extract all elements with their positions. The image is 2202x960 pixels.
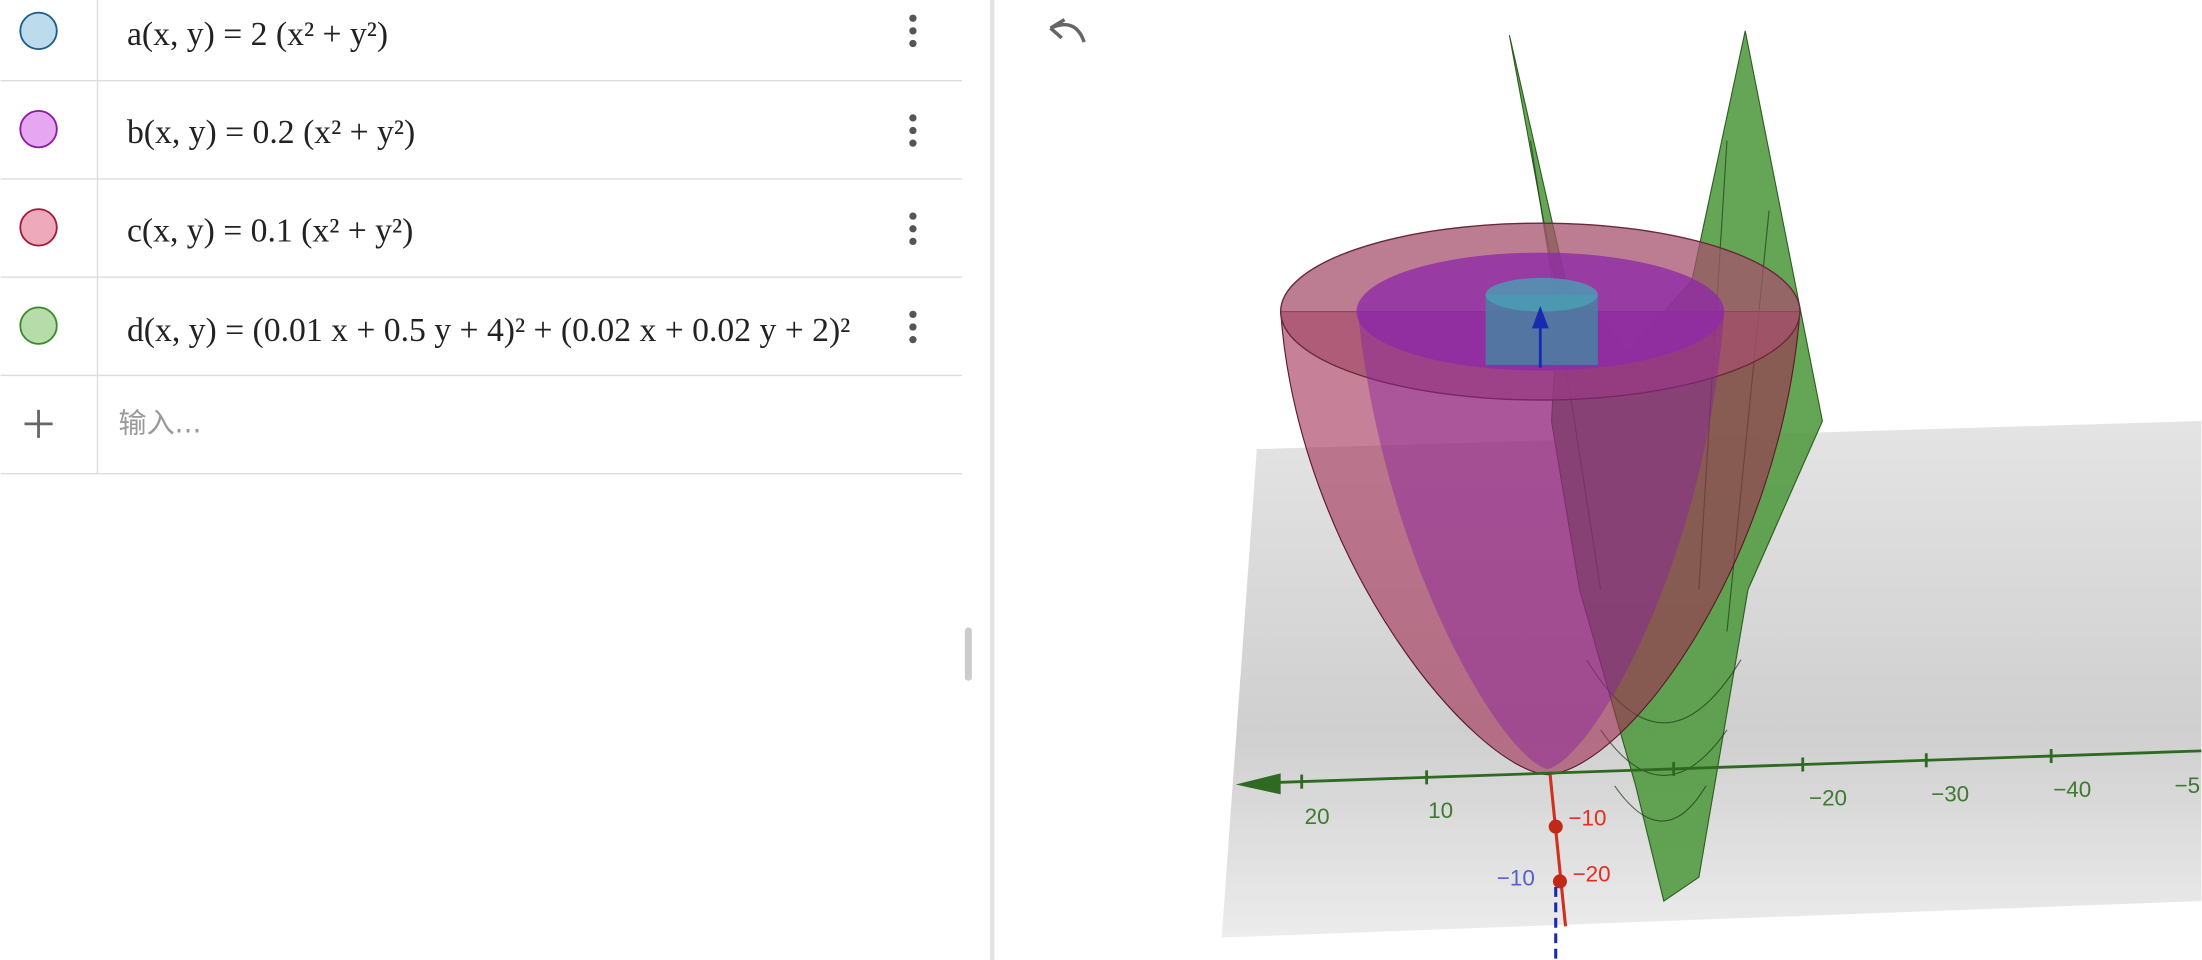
algebra-view: a(x, y) = 2 (x² + y²) b(x, y) = 0.2 (x² …: [0, 0, 995, 960]
x-axis-label: 10: [1428, 798, 1453, 823]
add-button[interactable]: [24, 409, 53, 438]
surface-c: [1280, 311, 1801, 776]
menu-button[interactable]: [909, 212, 917, 246]
axis-labels: 20 10 −20 −30 −40 −5 −10 −20 −10: [1305, 773, 2200, 891]
visibility-toggle[interactable]: [19, 109, 58, 149]
menu-button[interactable]: [909, 310, 917, 344]
x-axis-label: −5: [2175, 773, 2201, 798]
z-axis-label: −10: [1497, 866, 1535, 891]
y-axis-point: [1552, 874, 1567, 889]
x-axis-ticks: [1300, 748, 2053, 789]
x-axis-label: −40: [2053, 777, 2091, 802]
surface-b: [1357, 311, 1725, 770]
menu-button[interactable]: [909, 114, 917, 147]
x-axis-label: 20: [1305, 804, 1330, 829]
panel-bg: [0, 0, 992, 960]
row-separators: [0, 80, 963, 475]
y-axis-point: [1548, 819, 1563, 834]
menu-button[interactable]: [909, 14, 917, 48]
x-axis-arrow: [1235, 773, 1281, 795]
formula[interactable]: a(x, y) = 2 (x² + y²): [127, 16, 388, 53]
input-placeholder[interactable]: 输入...: [119, 406, 202, 439]
formula[interactable]: c(x, y) = 0.1 (x² + y²): [127, 212, 413, 249]
divider: [990, 0, 995, 960]
visibility-toggle[interactable]: [19, 11, 58, 51]
graphics-view: 20 10 −20 −30 −40 −5 −10 −20 −10: [1049, 18, 2202, 960]
z-axis-arrow: [1531, 305, 1549, 329]
menu-buttons: [909, 14, 917, 344]
formula-clip: d(x, y) = (0.01 x + 0.5 y + 4)² + (0.02 …: [127, 312, 850, 349]
formula[interactable]: d(x, y) = (0.01 x + 0.5 y + 4)² + (0.02 …: [127, 312, 850, 349]
undo-button[interactable]: [1049, 18, 1086, 43]
y-axis-label: −20: [1573, 861, 1611, 886]
visibility-toggle[interactable]: [19, 306, 58, 345]
surface-a-rim: [1485, 277, 1598, 312]
x-axis-label: −30: [1931, 781, 1969, 806]
x-axis-label: −20: [1809, 786, 1847, 811]
y-axis-label: −10: [1568, 805, 1606, 830]
formula[interactable]: b(x, y) = 0.2 (x² + y²): [127, 114, 415, 151]
resize-handle[interactable]: [964, 627, 972, 681]
y-axis: [1548, 774, 1568, 927]
visibility-toggle[interactable]: [19, 208, 58, 247]
x-axis: [1256, 749, 2202, 785]
